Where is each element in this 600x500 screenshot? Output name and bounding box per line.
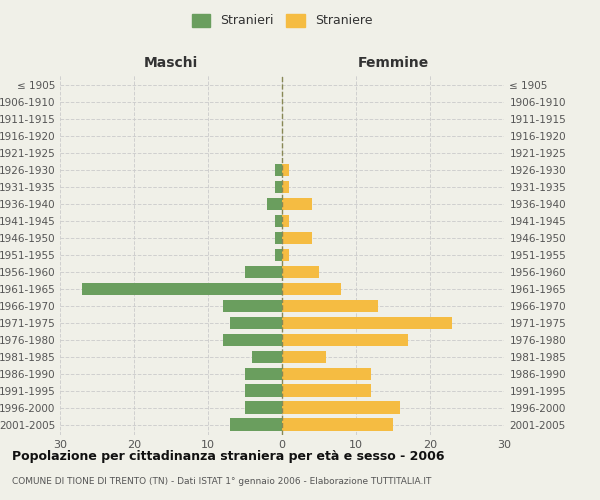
Bar [223,300,282,312]
Text: Femmine: Femmine [358,56,428,70]
Legend: Stranieri, Straniere: Stranieri, Straniere [187,8,377,32]
Bar [282,164,289,176]
Text: Popolazione per cittadinanza straniera per età e sesso - 2006: Popolazione per cittadinanza straniera p… [12,450,445,463]
Bar [282,368,371,380]
Bar [282,282,341,296]
Bar [282,180,289,194]
Bar [267,198,282,210]
Bar [82,282,282,296]
Bar [282,316,452,330]
Bar [245,368,282,380]
Bar [282,384,371,397]
Bar [245,266,282,278]
Bar [282,418,393,431]
Bar [253,350,282,364]
Bar [275,214,282,228]
Bar [230,316,282,330]
Bar [282,214,289,228]
Bar [282,300,378,312]
Bar [275,164,282,176]
Bar [282,334,408,346]
Bar [282,232,311,244]
Bar [275,180,282,194]
Text: Maschi: Maschi [144,56,198,70]
Bar [282,350,326,364]
Bar [223,334,282,346]
Bar [245,384,282,397]
Bar [282,266,319,278]
Bar [282,248,289,262]
Bar [245,402,282,414]
Bar [282,402,400,414]
Bar [275,232,282,244]
Bar [282,198,311,210]
Bar [275,248,282,262]
Text: COMUNE DI TIONE DI TRENTO (TN) - Dati ISTAT 1° gennaio 2006 - Elaborazione TUTTI: COMUNE DI TIONE DI TRENTO (TN) - Dati IS… [12,478,431,486]
Bar [230,418,282,431]
